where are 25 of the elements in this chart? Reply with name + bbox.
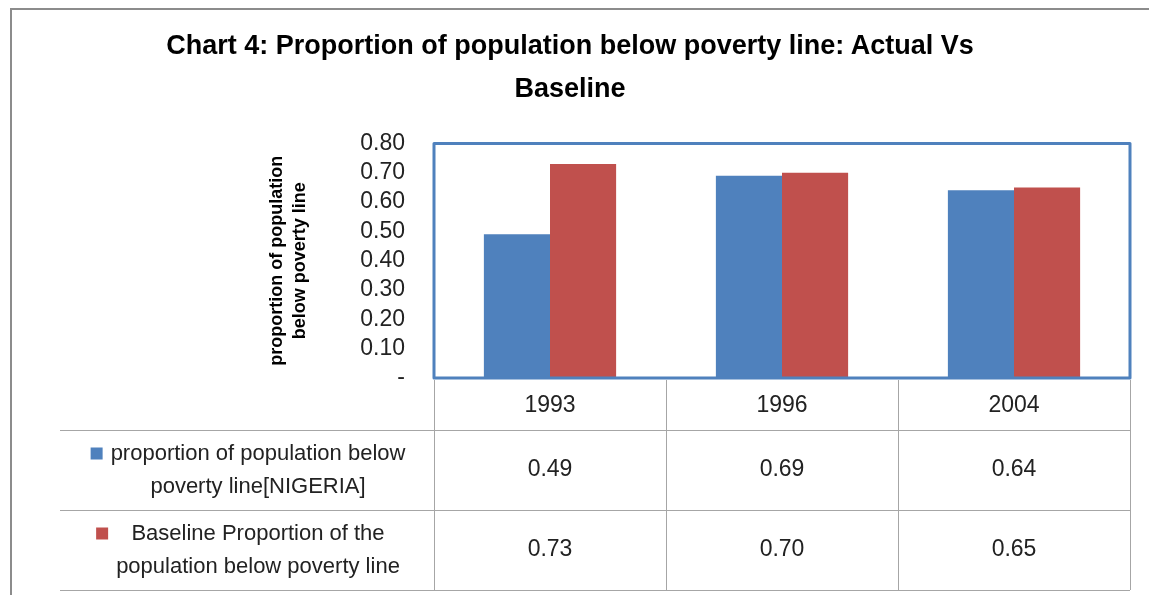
data-label: 0.70 <box>759 535 805 562</box>
data-label: 0.69 <box>759 455 805 482</box>
y-tick-label: 0.70 <box>360 158 405 185</box>
bar <box>1014 187 1081 378</box>
y-tick-label: 0.50 <box>360 216 405 243</box>
data-label: 0.73 <box>527 535 573 562</box>
y-tick-label: 0.30 <box>360 275 405 302</box>
x-tick-label: 2004 <box>988 391 1040 418</box>
data-label: 0.64 <box>991 455 1037 482</box>
bar <box>550 163 617 378</box>
y-tick-label: 0.10 <box>360 334 405 361</box>
y-tick-label: 0.20 <box>360 304 405 331</box>
y-axis-title: proportion of population below poverty line <box>266 155 309 366</box>
y-tick-label: 0.40 <box>360 246 405 273</box>
legend-label: proportion of population below poverty line[NIGERIA] <box>110 439 406 498</box>
data-label: 0.49 <box>527 455 573 482</box>
y-tick-label: 0.80 <box>360 128 405 155</box>
legend-label: Baseline Proportion of the population below poverty line <box>116 519 400 578</box>
data-label: 0.65 <box>991 535 1037 562</box>
x-tick-label: 1996 <box>756 391 808 418</box>
y-tick-label: 0.60 <box>360 187 405 214</box>
bar <box>782 172 849 378</box>
x-tick-label: 1993 <box>524 391 576 418</box>
chart-title: Chart 4: Proportion of population below poverty line: Actual Vs Baseline <box>166 30 974 104</box>
y-tick-label: - <box>397 363 405 390</box>
